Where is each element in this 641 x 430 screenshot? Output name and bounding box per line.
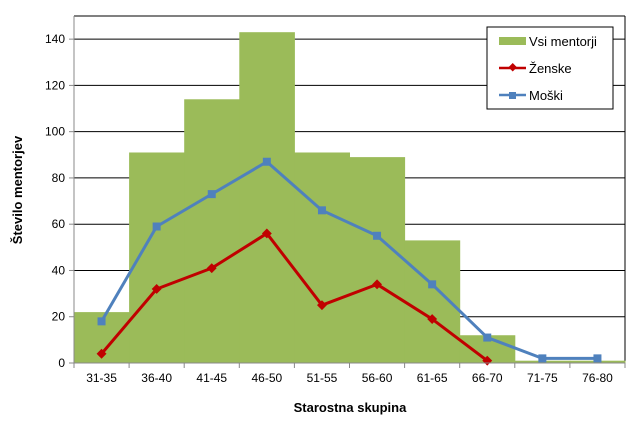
bar-41-45 xyxy=(184,99,240,363)
y-tick-label: 20 xyxy=(52,310,66,324)
bar-51-55 xyxy=(294,152,350,363)
y-tick-label: 120 xyxy=(45,78,65,92)
line-Ženske xyxy=(100,231,489,362)
axes: 0 20 40 60 80 100 120 140 31-35 36-40 41-45 46-50 51… xyxy=(45,16,626,385)
x-tick-label: 71-75 xyxy=(527,371,558,385)
marker-Moški xyxy=(373,231,382,240)
marker-Moški xyxy=(207,190,216,199)
legend-marker-moski xyxy=(509,92,516,99)
legend-label-vsi-mentorji: Vsi mentorji xyxy=(529,34,597,49)
bar-56-60 xyxy=(349,157,406,363)
y-tick-label: 0 xyxy=(58,356,65,370)
marker-Ženske xyxy=(427,314,438,324)
marker-Ženske xyxy=(372,279,382,290)
y-tick-label: 140 xyxy=(45,32,65,46)
lines xyxy=(96,157,602,366)
marker-Ženske xyxy=(317,300,327,311)
x-tick-label: 41-45 xyxy=(196,371,227,385)
marker-Moški xyxy=(538,354,547,363)
x-tick-label: 36-40 xyxy=(141,371,172,385)
x-axis-label: Starostna skupina xyxy=(294,400,407,415)
marker-Moški xyxy=(262,157,271,166)
y-tick-label: 60 xyxy=(52,217,66,231)
marker-Moški xyxy=(317,206,326,215)
x-tick-label: 46-50 xyxy=(251,371,282,385)
legend-label-zenske: Ženske xyxy=(529,61,572,76)
marker-Moški xyxy=(97,317,106,326)
x-tick-label: 56-60 xyxy=(362,371,393,385)
marker-Ženske xyxy=(206,263,217,274)
legend: Vsi mentorji Ženske Moški xyxy=(486,26,614,110)
y-tick-label: 80 xyxy=(52,171,66,185)
y-tick-label: 100 xyxy=(45,125,65,139)
legend-label-moski: Moški xyxy=(529,88,563,103)
marker-Moški xyxy=(483,333,492,342)
x-tick-label: 61-65 xyxy=(417,371,448,385)
marker-Moški xyxy=(593,354,602,363)
x-tick-label: 31-35 xyxy=(86,371,117,385)
bar-46-50 xyxy=(239,32,295,364)
y-axis-label: Število mentorjev xyxy=(10,135,25,244)
marker-Ženske xyxy=(261,228,272,239)
marker-Ženske xyxy=(151,284,162,294)
legend-swatch-vsi-mentorji xyxy=(499,37,526,45)
marker-Moški xyxy=(428,280,437,289)
marker-Moški xyxy=(152,222,161,231)
y-tick-label: 40 xyxy=(52,263,66,277)
line-Moški xyxy=(100,160,598,360)
x-tick-label: 51-55 xyxy=(307,371,338,385)
x-tick-label: 66-70 xyxy=(472,371,503,385)
x-tick-label: 76-80 xyxy=(582,371,613,385)
